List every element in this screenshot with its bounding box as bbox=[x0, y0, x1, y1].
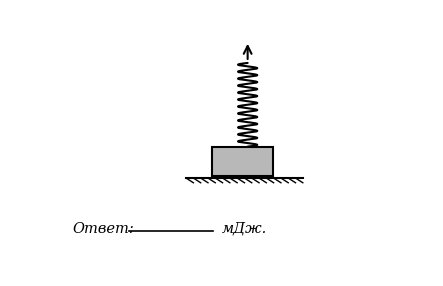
Text: Ответ:: Ответ: bbox=[73, 222, 134, 236]
Bar bbox=[212, 147, 273, 176]
Text: мДж.: мДж. bbox=[222, 222, 267, 236]
